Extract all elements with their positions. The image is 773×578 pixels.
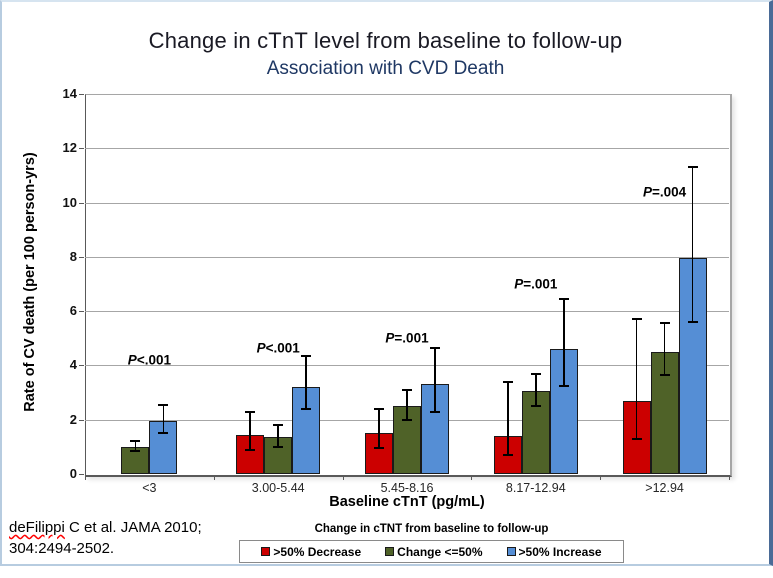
plot-area: [85, 94, 732, 477]
legend-box: >50% Decrease Change <=50% >50% Increase: [239, 540, 624, 563]
slide-subtitle: Association with CVD Death: [266, 58, 505, 79]
y-tick-label: 2: [69, 411, 77, 427]
slide-title: Change in cTnT level from baseline to fo…: [148, 28, 623, 53]
y-tick-label: 8: [69, 248, 77, 264]
legend-title: Change in cTNT from baseline to follow-u…: [314, 523, 549, 535]
legend-entry: >50% Increase: [506, 544, 602, 559]
x-category-label: <3: [142, 481, 157, 495]
x-category-label: 8.17-12.94: [505, 481, 566, 495]
y-tick-label: 6: [69, 303, 77, 319]
y-axis-title: Rate of CV death (per 100 person-yrs): [22, 152, 38, 412]
y-axis-tick: [79, 419, 84, 421]
citation: deFilippi C et al. JAMA 2010; 304:2494-2…: [9, 517, 202, 559]
x-category-label: 3.00-5.44: [251, 481, 305, 495]
y-axis-tick: [79, 202, 84, 204]
x-category-label: >12.94: [645, 481, 684, 495]
y-tick-label: 4: [69, 357, 77, 373]
citation-line1-rest: C et al. JAMA 2010;: [64, 519, 202, 536]
legend-swatch-icon: [261, 547, 271, 556]
y-axis-tick: [79, 365, 84, 367]
legend-entry: >50% Decrease: [261, 545, 361, 559]
legend-swatch-icon: [385, 547, 395, 556]
slide: Change in cTnT level from baseline to fo…: [0, 0, 773, 566]
legend-entry: Change <=50%: [385, 544, 483, 559]
legend-label: Change <=50%: [397, 544, 483, 559]
y-axis-tick: [79, 94, 84, 95]
y-axis-tick: [79, 148, 84, 150]
legend-swatch-icon: [506, 547, 516, 556]
y-axis-tick: [79, 311, 84, 313]
citation-line1: deFilippi C et al. JAMA 2010;: [9, 517, 202, 538]
y-axis-tick: [79, 256, 84, 258]
legend-label: >50% Decrease: [273, 544, 362, 559]
y-tick-label: 14: [62, 86, 77, 101]
citation-author: deFilippi: [9, 519, 65, 536]
y-tick-label: 10: [62, 194, 77, 210]
x-category-label: 5.45-8.16: [380, 481, 434, 495]
citation-line2: 304:2494-2502.: [9, 540, 115, 557]
legend-label: >50% Increase: [518, 544, 602, 559]
x-axis-title: Baseline cTnT (pg/mL): [329, 494, 485, 510]
y-axis-tick: [79, 474, 84, 475]
y-tick-label: 12: [62, 140, 77, 156]
y-tick-label: 0: [69, 466, 77, 481]
